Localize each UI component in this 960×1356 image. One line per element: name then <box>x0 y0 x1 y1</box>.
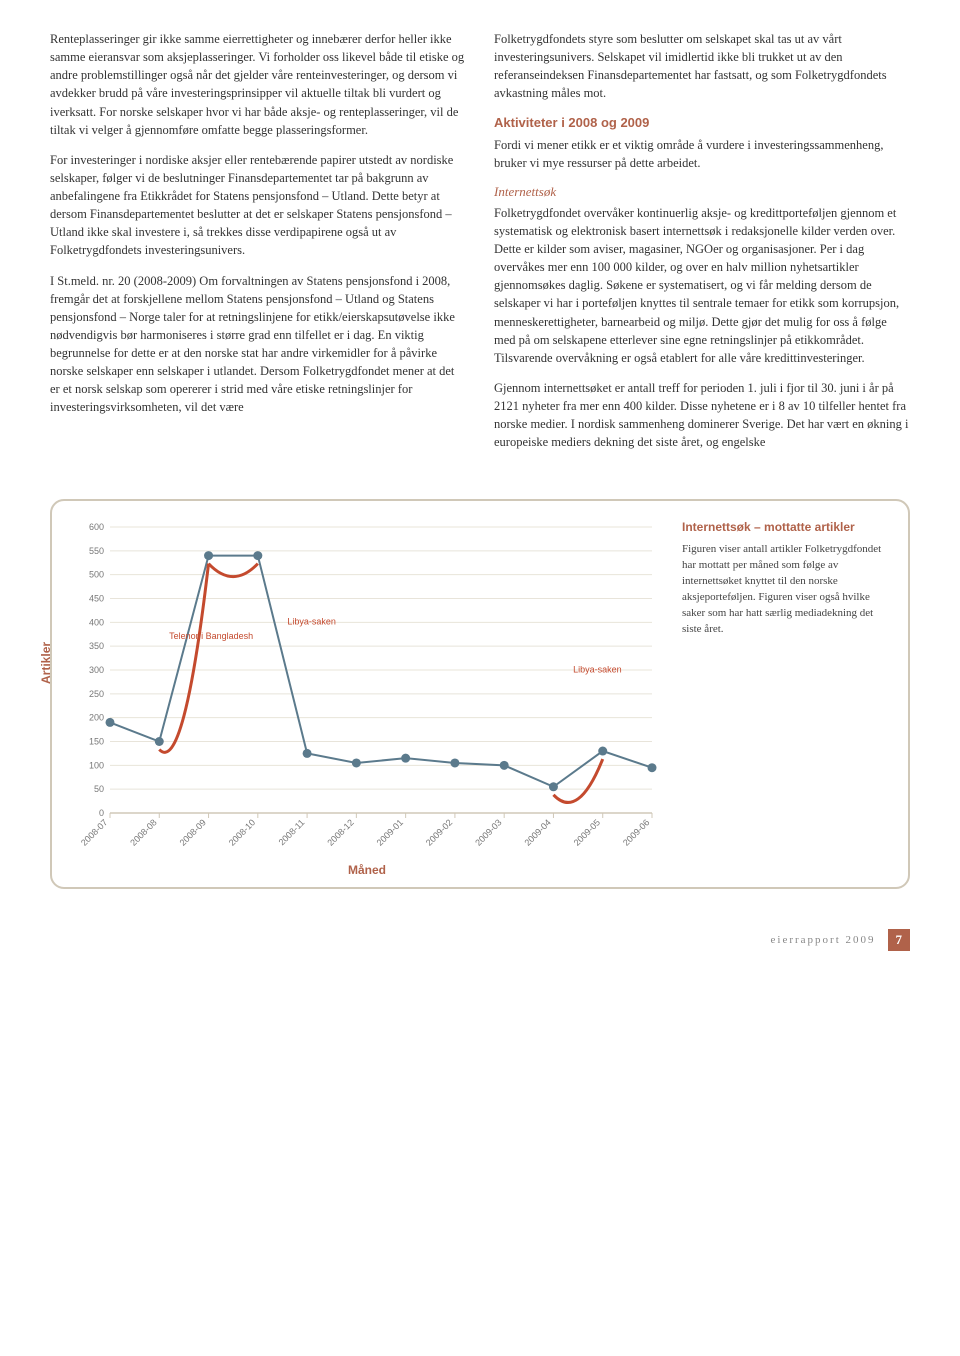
chart-title: Internettsøk – mottatte artikler <box>682 519 888 536</box>
svg-text:600: 600 <box>89 522 104 532</box>
svg-text:2008-08: 2008-08 <box>128 818 158 848</box>
svg-text:Telenor i Bangladesh: Telenor i Bangladesh <box>169 631 253 641</box>
para: Fordi vi mener etikk er et viktig område… <box>494 136 910 172</box>
page-number: 7 <box>888 929 911 951</box>
svg-text:500: 500 <box>89 570 104 580</box>
svg-text:2009-04: 2009-04 <box>522 818 552 848</box>
svg-text:2009-01: 2009-01 <box>375 818 405 848</box>
para: For investeringer i nordiske aksjer elle… <box>50 151 466 260</box>
chart-container: Artikler 0501001502002503003504004505005… <box>50 499 910 889</box>
svg-text:Libya-saken: Libya-saken <box>287 617 336 627</box>
svg-text:150: 150 <box>89 737 104 747</box>
chart-caption-box: Internettsøk – mottatte artikler Figuren… <box>682 519 888 877</box>
para: I St.meld. nr. 20 (2008-2009) Om forvalt… <box>50 272 466 417</box>
svg-text:200: 200 <box>89 713 104 723</box>
text-columns: Renteplasseringer gir ikke samme eierret… <box>50 30 910 463</box>
right-column: Folketrygdfondets styre som beslutter om… <box>494 30 910 463</box>
svg-text:2008-09: 2008-09 <box>178 818 208 848</box>
svg-text:300: 300 <box>89 665 104 675</box>
svg-text:2008-10: 2008-10 <box>227 818 257 848</box>
svg-text:2009-05: 2009-05 <box>572 818 602 848</box>
svg-text:2009-06: 2009-06 <box>621 818 651 848</box>
chart-caption: Figuren viser antall artikler Folketrygd… <box>682 542 888 638</box>
svg-text:450: 450 <box>89 594 104 604</box>
svg-text:2009-03: 2009-03 <box>473 818 503 848</box>
svg-text:2008-12: 2008-12 <box>325 818 355 848</box>
svg-text:400: 400 <box>89 618 104 628</box>
svg-text:2008-11: 2008-11 <box>277 818 307 848</box>
sub-heading: Internettsøk <box>494 184 910 200</box>
footer-label: eierrapport 2009 <box>771 934 876 946</box>
svg-text:Libya-saken: Libya-saken <box>573 665 622 675</box>
para: Gjennom internettsøket er antall treff f… <box>494 379 910 452</box>
svg-text:50: 50 <box>94 785 104 795</box>
para: Renteplasseringer gir ikke samme eierret… <box>50 30 466 139</box>
y-axis-label: Artikler <box>39 642 53 684</box>
section-heading: Aktiviteter i 2008 og 2009 <box>494 115 910 130</box>
para: Folketrygdfondets styre som beslutter om… <box>494 30 910 103</box>
left-column: Renteplasseringer gir ikke samme eierret… <box>50 30 466 463</box>
para: Folketrygdfondet overvåker kontinuerlig … <box>494 204 910 367</box>
x-axis-label: Måned <box>72 863 662 877</box>
svg-text:0: 0 <box>99 808 104 818</box>
chart-plot-area: Artikler 0501001502002503003504004505005… <box>72 519 662 877</box>
svg-text:100: 100 <box>89 761 104 771</box>
svg-text:350: 350 <box>89 642 104 652</box>
line-chart: 0 50 100 150 200 250 300 350 400 450 500 550 600 2008… <box>72 519 662 859</box>
svg-text:2008-07: 2008-07 <box>79 818 109 848</box>
svg-text:550: 550 <box>89 546 104 556</box>
svg-text:2009-02: 2009-02 <box>424 818 454 848</box>
page-footer: eierrapport 2009 7 <box>50 929 910 951</box>
svg-text:250: 250 <box>89 689 104 699</box>
